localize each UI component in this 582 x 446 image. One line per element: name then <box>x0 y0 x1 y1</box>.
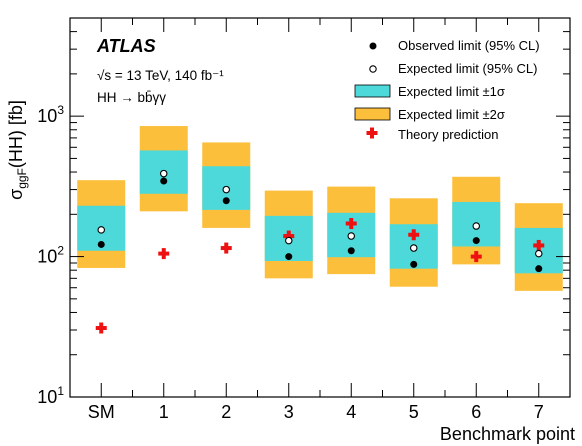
theory-marker-v-6 <box>474 251 479 263</box>
observed-marker-SM <box>97 240 105 248</box>
bands-layer <box>77 126 563 291</box>
theory-marker-v-5 <box>411 229 416 241</box>
y-tick-label: 101 <box>37 384 64 407</box>
x-tick-label-SM: SM <box>88 402 115 422</box>
theory-marker-SM <box>95 322 107 334</box>
x-tick-label-7: 7 <box>534 402 544 422</box>
theory-marker-v-1 <box>161 248 166 260</box>
theory-marker-3 <box>283 230 295 242</box>
theory-marker-v-2 <box>224 242 229 254</box>
expected-marker-5 <box>409 244 418 252</box>
marker-layer <box>97 169 543 273</box>
x-tick-label-6: 6 <box>471 402 481 422</box>
y-axis-title-sigma: σ <box>6 189 26 200</box>
legend-band2-label: Expected limit ±2σ <box>398 107 505 122</box>
legend-theory-marker <box>366 127 378 139</box>
expected-marker-SM <box>97 226 106 234</box>
x-tick-label-3: 3 <box>284 402 294 422</box>
legend-band1-label: Expected limit ±1σ <box>398 84 505 99</box>
legend-observed-label: Observed limit (95% CL) <box>398 38 540 53</box>
x-tick-label-1: 1 <box>159 402 169 422</box>
x-tick-label-5: 5 <box>409 402 419 422</box>
observed-marker-3 <box>285 253 293 261</box>
x-axis-title: Benchmark point <box>440 424 575 444</box>
y-tick-exp: 1 <box>57 384 64 398</box>
y-tick-base: 10 <box>37 106 57 126</box>
y-tick-base: 10 <box>37 247 57 267</box>
theory-layer <box>95 218 545 334</box>
observed-marker-6 <box>472 237 480 245</box>
expected-marker-7 <box>534 249 543 258</box>
experiment-label: ATLAS <box>96 36 156 56</box>
observed-marker-1 <box>160 177 168 185</box>
y-axis-title-sub: ggF <box>15 168 29 189</box>
expected-marker-3 <box>284 236 293 245</box>
theory-marker-5 <box>408 229 420 241</box>
y-tick-base: 10 <box>37 387 57 407</box>
theory-marker-7 <box>533 239 545 251</box>
legend-expected-marker <box>369 65 377 73</box>
theory-marker-4 <box>345 218 357 230</box>
y-tick-label: 102 <box>37 244 64 267</box>
y-axis-title-rest: (HH) [fb] <box>6 100 26 168</box>
theory-marker-v-3 <box>286 230 291 242</box>
energy-label: √s = 13 TeV, 140 fb⁻¹ <box>97 68 224 83</box>
expected-marker-1 <box>160 169 168 178</box>
legend: Observed limit (95% CL) Expected limit (… <box>354 38 540 142</box>
legend-theory-label: Theory prediction <box>398 127 498 142</box>
legend-expected-label: Expected limit (95% CL) <box>398 61 537 76</box>
theory-marker-v-7 <box>536 239 541 251</box>
observed-marker-4 <box>347 247 355 255</box>
observed-marker-5 <box>410 260 418 268</box>
observed-marker-2 <box>222 197 230 205</box>
expected-marker-2 <box>222 185 231 194</box>
theory-marker-v-SM <box>99 322 104 334</box>
expected-marker-6 <box>472 222 480 230</box>
theory-marker-1 <box>158 248 170 260</box>
process-label: HH → bb̄γγ <box>97 90 166 105</box>
legend-band1-swatch <box>354 84 391 98</box>
expected-marker-4 <box>347 232 355 240</box>
legend-band2-swatch <box>354 107 391 121</box>
theory-marker-2 <box>220 242 232 254</box>
legend-observed-marker <box>369 42 377 50</box>
y-tick-exp: 3 <box>57 103 64 117</box>
y-axis-title: σggF(HH) [fb] <box>6 100 29 200</box>
y-tick-label: 103 <box>37 103 64 126</box>
x-tick-label-2: 2 <box>221 402 231 422</box>
observed-marker-7 <box>535 265 543 273</box>
x-tick-label-4: 4 <box>346 402 356 422</box>
theory-marker-v-4 <box>349 218 354 230</box>
theory-marker-6 <box>470 251 482 263</box>
y-tick-exp: 2 <box>57 244 64 258</box>
